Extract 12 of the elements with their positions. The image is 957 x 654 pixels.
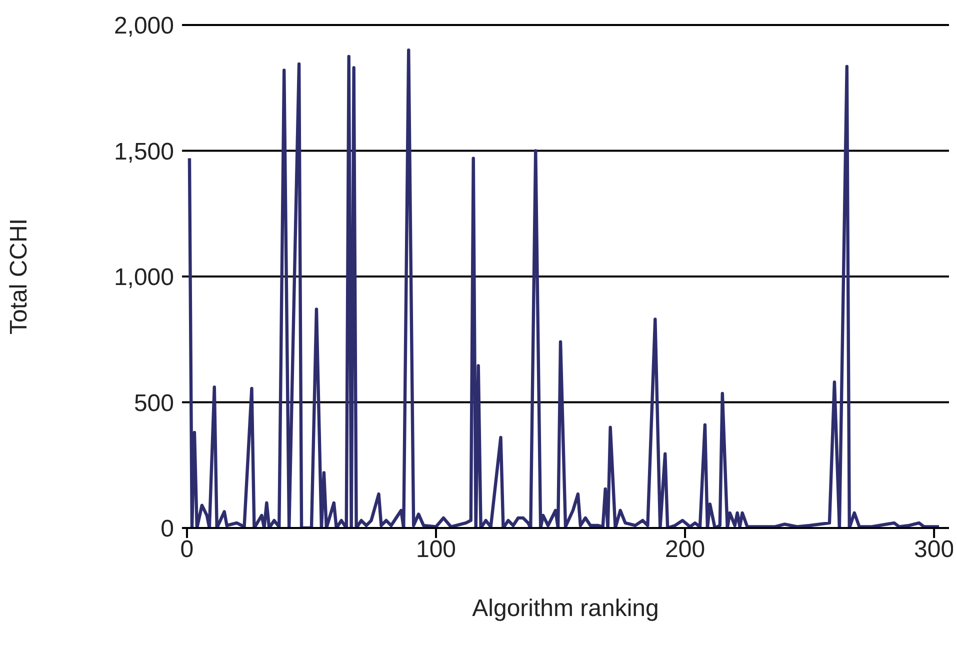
x-tick-label: 0 bbox=[180, 536, 194, 564]
x-tick-label: 100 bbox=[416, 536, 456, 564]
x-tick-label: 200 bbox=[665, 536, 706, 564]
x-tick-label: 300 bbox=[914, 536, 954, 564]
y-tick-label: 1,000 bbox=[114, 264, 174, 292]
y-tick-label: 500 bbox=[134, 390, 174, 417]
y-tick-label: 0 bbox=[160, 516, 174, 543]
y-axis-title: Total CCHI bbox=[6, 218, 33, 335]
x-axis-title: Algorithm ranking bbox=[472, 595, 659, 622]
y-tick-label: 1,500 bbox=[114, 138, 174, 166]
y-tick-label: 2,000 bbox=[114, 12, 174, 40]
line-series bbox=[188, 48, 941, 528]
